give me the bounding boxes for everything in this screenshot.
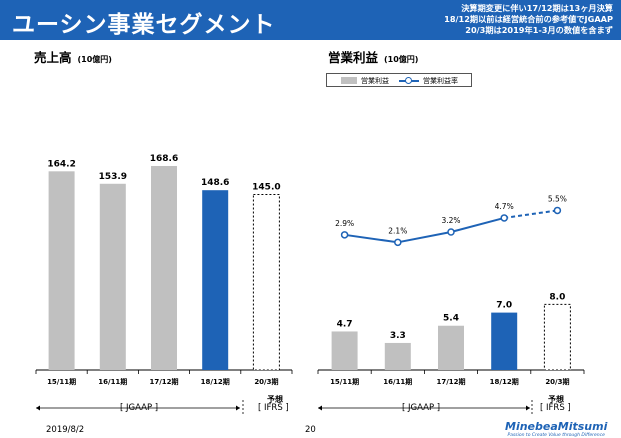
sales-forecast-label: 予想 — [267, 395, 283, 404]
range-arrow-right — [526, 405, 530, 411]
bar-value-label: 4.7 — [337, 319, 353, 329]
margin-point — [500, 214, 508, 222]
bar — [543, 303, 571, 371]
bar-value-label: 148.6 — [201, 178, 229, 188]
x-tick-label: 16/11期 — [98, 377, 127, 386]
page-title: ユーシン事業セグメント — [12, 12, 276, 38]
margin-point — [394, 238, 402, 247]
bar-value-label: 8.0 — [549, 292, 565, 302]
x-tick-label: 17/12期 — [436, 377, 465, 386]
margin-value-label: 3.2% — [441, 216, 460, 225]
margin-point — [340, 231, 349, 239]
header-bar: ユーシン事業セグメント 決算期変更に伴い17/12期は13ヶ月決算 18/12期… — [0, 0, 621, 40]
range-arrow-left — [318, 405, 322, 411]
margin-value-label: 2.1% — [388, 226, 407, 235]
sales-chart-title: 売上高 (10億円) — [34, 47, 112, 66]
x-tick-label: 18/12期 — [490, 377, 519, 386]
x-tick-label: 20/3期 — [545, 377, 569, 386]
legend-bar-label: 営業利益 — [361, 77, 389, 85]
operating-chart-title: 営業利益 (10億円) — [328, 47, 418, 66]
range-arrow-left — [36, 405, 40, 411]
legend-bar-swatch — [341, 77, 357, 84]
bar-value-label: 5.4 — [443, 314, 459, 324]
margin-value-label: 2.9% — [335, 219, 354, 228]
logo-tagline: Passion to Create Value through Differen… — [507, 433, 605, 438]
margin-line-segment — [397, 231, 452, 244]
range-arrow-right — [236, 405, 240, 411]
margin-value-label: 4.7% — [495, 202, 514, 211]
legend-line-marker — [405, 77, 412, 84]
bar-value-label: 3.3 — [390, 331, 406, 341]
bar — [331, 331, 358, 370]
x-tick-label: 15/11期 — [330, 377, 359, 386]
bar-value-label: 145.0 — [252, 183, 280, 193]
sales-title-text: 売上高 — [34, 50, 72, 65]
x-tick-label: 17/12期 — [149, 377, 178, 386]
margin-point — [447, 228, 455, 236]
page-number: 20 — [305, 425, 316, 435]
operating-title-text: 営業利益 — [328, 50, 379, 65]
logo-name: MinebeaMitsumi — [505, 420, 608, 433]
header-note: 20/3期は2019年1-3月の数値を含まず — [465, 25, 613, 35]
x-tick-label: 18/12期 — [201, 377, 230, 386]
sales-unit: (10億円) — [77, 55, 112, 64]
bar — [48, 171, 75, 370]
header-note: 決算期変更に伴い17/12期は13ヶ月決算 — [461, 3, 613, 13]
bar-value-label: 164.2 — [47, 159, 75, 169]
operating-legend: 営業利益 営業利益率 — [326, 73, 472, 87]
margin-point — [553, 206, 562, 215]
margin-line-segment — [450, 216, 505, 233]
x-tick-label: 20/3期 — [254, 377, 278, 386]
op-jgaap-label: [ JGAAP ] — [402, 403, 441, 413]
margin-line-segment — [504, 209, 558, 219]
legend-line-label: 営業利益率 — [423, 77, 458, 85]
op-forecast-label: 予想 — [548, 395, 564, 404]
header-notes: 決算期変更に伴い17/12期は13ヶ月決算 18/12期以前は経営統合前の参考値… — [444, 3, 613, 36]
bar — [438, 325, 464, 370]
header-note: 18/12期以前は経営統合前の参考値でJGAAP — [444, 14, 613, 24]
company-logo: MinebeaMitsumi Passion to Create Value t… — [505, 420, 607, 438]
bar — [202, 190, 229, 370]
margin-value-label: 5.5% — [548, 194, 567, 203]
bar-value-label: 153.9 — [99, 172, 127, 182]
bar — [252, 194, 280, 371]
op-ifrs-label: [ IFRS ] — [540, 403, 571, 413]
bar-value-label: 168.6 — [150, 154, 178, 164]
x-tick-label: 16/11期 — [383, 377, 412, 386]
sales-jgaap-label: [ JGAAP ] — [120, 403, 159, 413]
operating-unit: (10億円) — [384, 55, 419, 64]
x-tick-label: 15/11期 — [47, 377, 76, 386]
bar — [99, 183, 126, 370]
footer-date: 2019/8/2 — [46, 425, 85, 435]
bar — [384, 342, 411, 370]
sales-ifrs-label: [ IFRS ] — [258, 403, 289, 413]
bar — [491, 312, 518, 370]
margin-line-segment — [344, 233, 398, 244]
bar — [151, 165, 177, 370]
bar-value-label: 7.0 — [496, 301, 512, 311]
